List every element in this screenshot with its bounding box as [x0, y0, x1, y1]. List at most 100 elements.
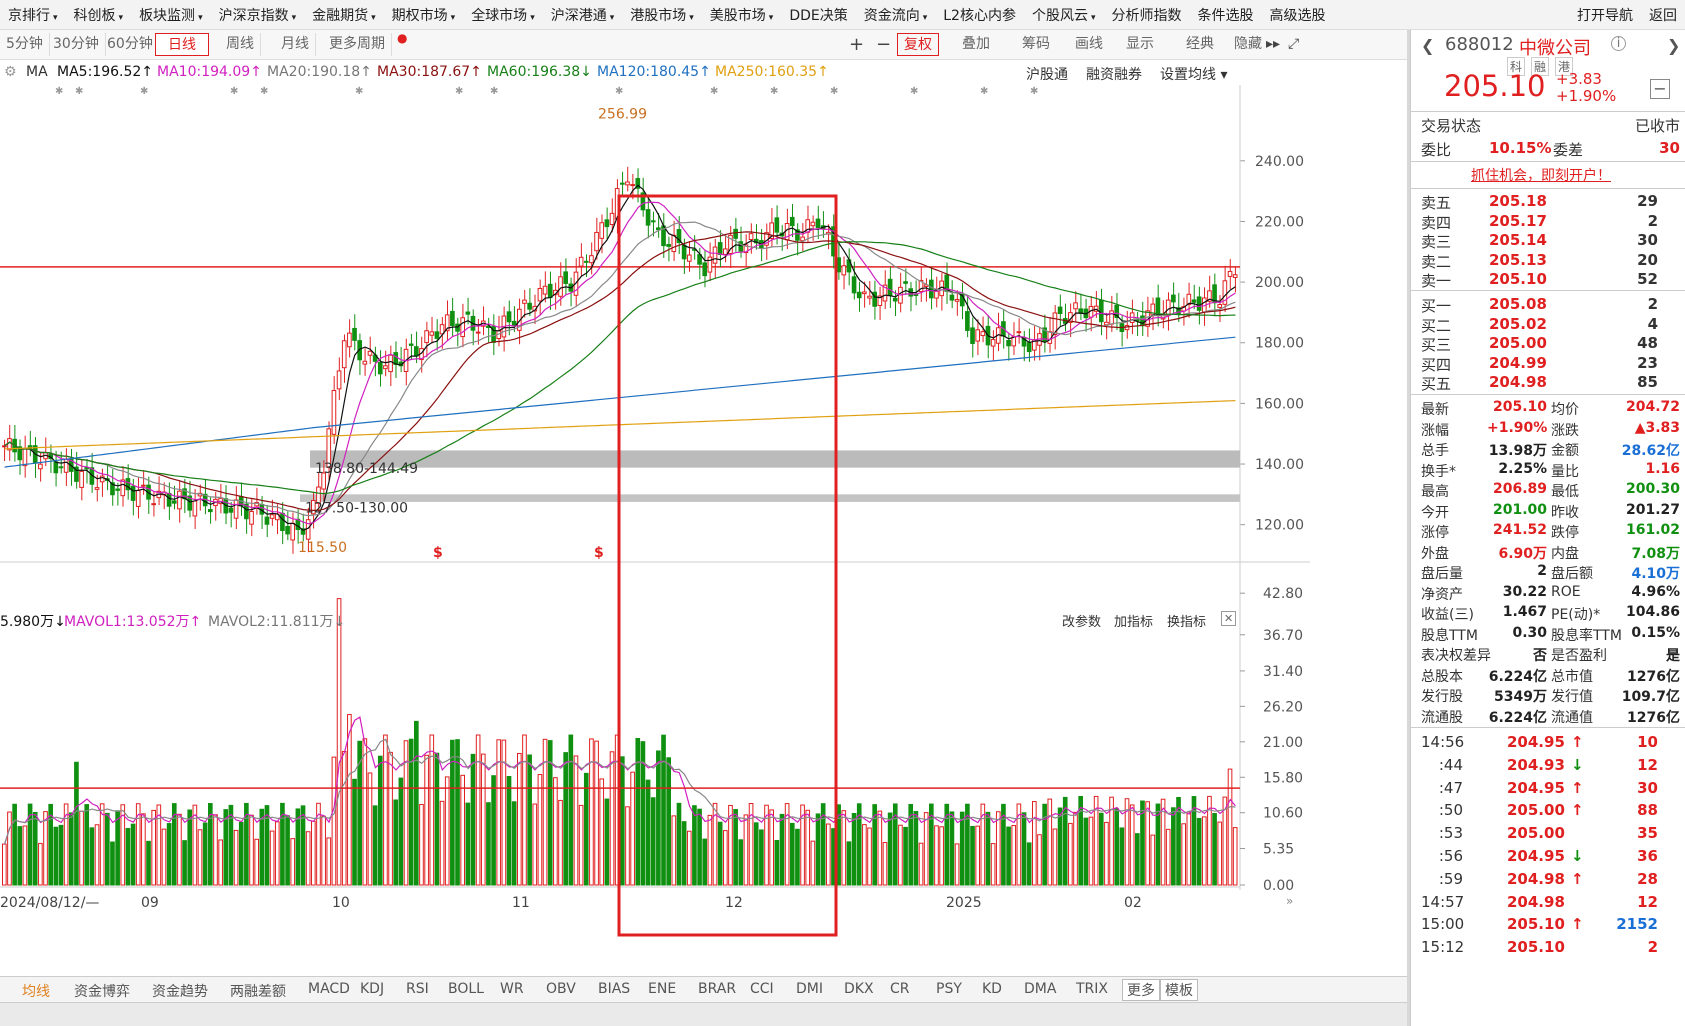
indicator-link[interactable]: 改参数 [1062, 615, 1102, 630]
order-price[interactable]: 205.00 [1489, 334, 1547, 353]
nav-item[interactable]: 资金流向 ▾ [856, 5, 936, 25]
indicator-tab[interactable]: OBV [546, 981, 576, 997]
plus-button[interactable]: + [849, 34, 865, 55]
period-button[interactable]: 5分钟 [0, 33, 50, 56]
indicator-tab[interactable]: 模板 [1160, 979, 1198, 1001]
classic-button[interactable]: 经典 [1186, 36, 1214, 52]
indicator-link[interactable]: 加指标 [1114, 615, 1154, 630]
nav-item[interactable]: 美股市场 ▾ [702, 5, 782, 25]
period-button[interactable]: 更多周期 [323, 33, 392, 56]
nav-item[interactable]: 期权市场 ▾ [384, 5, 464, 25]
event-marker-icon[interactable]: ✱ [260, 86, 268, 97]
event-marker-icon[interactable]: ✱ [75, 86, 83, 97]
period-button[interactable]: 60分钟 [101, 33, 160, 56]
minus-button[interactable]: − [876, 34, 892, 55]
indicator-tab[interactable]: DKX [844, 981, 874, 997]
order-price[interactable]: 205.02 [1489, 314, 1547, 333]
event-marker-icon[interactable]: ✱ [910, 86, 918, 97]
indicator-tab[interactable]: KDJ [360, 981, 385, 997]
panel-divider[interactable] [1407, 30, 1410, 1026]
stock-name[interactable]: 中微公司 [1519, 38, 1591, 59]
period-button[interactable]: 30分钟 [47, 33, 106, 56]
nav-item[interactable]: 条件选股 [1190, 5, 1262, 25]
open-nav-button[interactable]: 打开导航 [1577, 8, 1633, 24]
fullscreen-icon[interactable]: ⤢ [1288, 36, 1300, 52]
event-marker-icon[interactable]: ✱ [355, 86, 363, 97]
indicator-tab[interactable]: WR [500, 981, 524, 997]
event-marker-icon[interactable]: ✱ [770, 86, 778, 97]
event-marker-icon[interactable]: ✱ [830, 86, 838, 97]
period-button[interactable]: 日线 [155, 33, 209, 56]
event-marker-icon[interactable]: ✱ [140, 86, 148, 97]
event-marker-icon[interactable]: ✱ [615, 86, 623, 97]
indicator-tab[interactable]: 资金博弈 [74, 984, 130, 1000]
indicator-tab[interactable]: BRAR [698, 981, 737, 997]
fast-forward-icon[interactable]: ▸▸ [1266, 36, 1281, 52]
order-price[interactable]: 204.99 [1489, 353, 1547, 372]
indicator-tab[interactable]: 更多 [1122, 979, 1160, 1001]
scroll-right-icon[interactable]: » [1286, 894, 1293, 908]
indicator-tab[interactable]: RSI [406, 981, 429, 997]
period-button[interactable]: 月线 [275, 33, 316, 56]
settings-icon[interactable]: ⚙ [4, 64, 17, 80]
close-icon[interactable]: ✕ [1221, 611, 1237, 626]
indicator-tab[interactable]: PSY [936, 981, 962, 997]
nav-item[interactable]: 个股风云 ▾ [1024, 5, 1104, 25]
nav-item[interactable]: 高级选股 [1262, 5, 1334, 25]
open-account-link[interactable]: 抓住机会，即刻开户！ [1471, 168, 1611, 184]
indicator-tab[interactable]: 均线 [22, 984, 50, 1000]
nav-item[interactable]: 科创板 ▾ [66, 5, 132, 25]
order-price[interactable]: 205.10 [1489, 270, 1547, 289]
order-price[interactable]: 205.17 [1489, 211, 1547, 230]
order-price[interactable]: 205.18 [1489, 192, 1547, 210]
hide-button[interactable]: 隐藏 [1234, 36, 1262, 52]
event-marker-icon[interactable]: ✱ [980, 86, 988, 97]
indicator-tab[interactable]: BIAS [598, 981, 631, 997]
event-marker-icon[interactable]: ✱ [455, 86, 463, 97]
kline-chart[interactable]: 240.00220.00200.00180.00160.00140.00120.… [0, 85, 1310, 975]
nav-item[interactable]: 分析师指数 [1104, 5, 1190, 25]
chevron-right-icon[interactable]: ❯ [1667, 36, 1681, 55]
nav-item[interactable]: 金融期货 ▾ [304, 5, 384, 25]
period-button[interactable]: 周线 [220, 33, 261, 56]
indicator-tab[interactable]: DMI [796, 981, 823, 997]
indicator-tab[interactable]: CCI [750, 981, 774, 997]
event-marker-icon[interactable]: ✱ [55, 86, 63, 97]
event-marker-icon[interactable]: ✱ [490, 86, 498, 97]
order-price[interactable]: 204.98 [1489, 373, 1547, 392]
nav-item[interactable]: 沪深京指数 ▾ [211, 5, 305, 25]
indicator-tab[interactable]: DMA [1024, 981, 1057, 997]
order-price[interactable]: 205.08 [1489, 295, 1547, 313]
indicator-tab[interactable]: 资金趋势 [152, 984, 208, 1000]
nav-item[interactable]: 沪深港通 ▾ [543, 5, 623, 25]
ma-legend-link[interactable]: 融资融券 [1086, 67, 1142, 83]
nav-item[interactable]: L2核心内参 [935, 5, 1024, 25]
event-marker-icon[interactable]: ✱ [710, 86, 718, 97]
event-marker-icon[interactable]: ✱ [230, 86, 238, 97]
nav-item[interactable]: 板块监测 ▾ [131, 5, 211, 25]
indicator-tab[interactable]: ENE [648, 981, 677, 997]
chevron-left-icon[interactable]: ❮ [1421, 36, 1435, 55]
indicator-tab[interactable]: MACD [308, 981, 350, 997]
indicator-tab[interactable]: BOLL [448, 981, 484, 997]
info-icon[interactable]: i [1611, 36, 1626, 51]
ma-legend-link[interactable]: 设置均线 ▾ [1160, 67, 1228, 83]
nav-item[interactable]: DDE决策 [781, 5, 855, 25]
chips-button[interactable]: 筹码 [1022, 36, 1050, 52]
indicator-tab[interactable]: CR [890, 981, 910, 997]
ma-legend-link[interactable]: 沪股通 [1026, 67, 1068, 83]
draw-line-button[interactable]: 画线 [1075, 36, 1103, 52]
indicator-tab[interactable]: TRIX [1076, 981, 1108, 997]
nav-item[interactable]: 全球市场 ▾ [463, 5, 543, 25]
minimize-icon[interactable]: − [1650, 79, 1670, 99]
overlay-button[interactable]: 叠加 [962, 36, 990, 52]
indicator-link[interactable]: 换指标 [1167, 615, 1207, 630]
order-price[interactable]: 205.14 [1489, 231, 1547, 250]
indicator-tab[interactable]: KD [982, 981, 1002, 997]
nav-item[interactable]: 港股市场 ▾ [622, 5, 702, 25]
order-price[interactable]: 205.13 [1489, 250, 1547, 269]
fuquan-button[interactable]: 复权 [897, 33, 939, 56]
event-marker-icon[interactable]: ✱ [1030, 86, 1038, 97]
nav-item[interactable]: 京排行 ▾ [0, 5, 66, 25]
back-button[interactable]: 返回 [1649, 8, 1677, 24]
